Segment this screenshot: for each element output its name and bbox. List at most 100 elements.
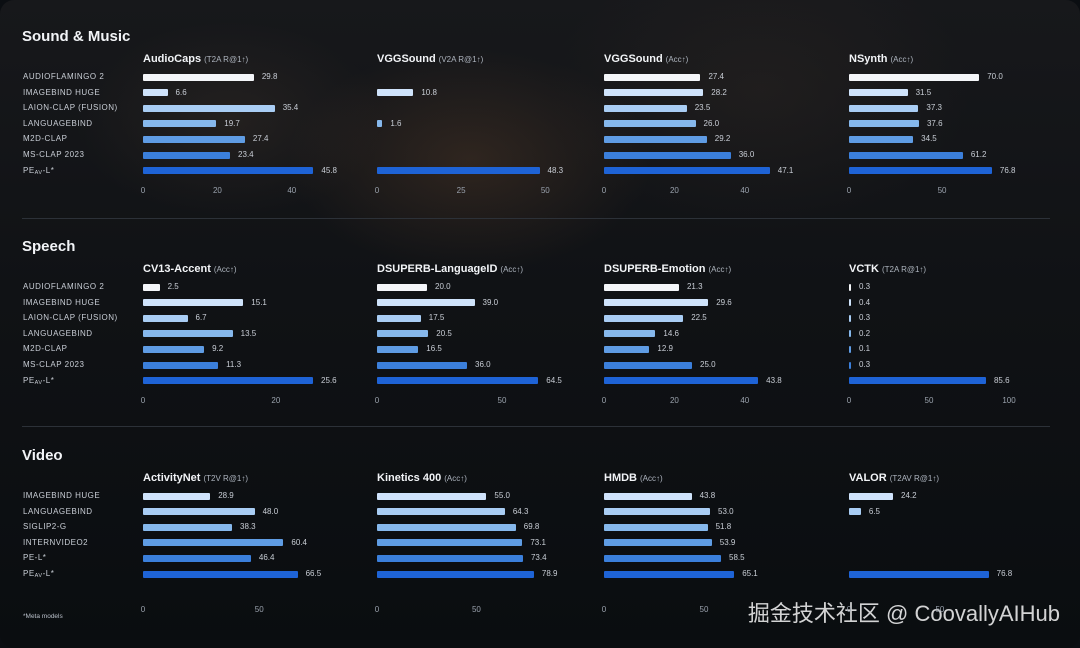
value-label: 25.0 <box>700 360 716 369</box>
row-label: M2D-CLAP <box>23 134 68 144</box>
value-label: 31.5 <box>915 87 932 97</box>
value-label: 76.8 <box>996 569 1013 578</box>
x-tick-label: 20 <box>669 396 679 405</box>
bar <box>143 283 160 291</box>
x-tick-label: 0 <box>846 186 852 195</box>
panel-metric: (Acc↑) <box>213 265 237 274</box>
row-label: LANGUAGEBIND <box>23 506 93 516</box>
row-label: INTERNVIDEO2 <box>23 537 89 547</box>
value-label: 58.5 <box>729 553 745 563</box>
bar <box>849 330 851 338</box>
bar <box>604 299 709 307</box>
bar <box>377 492 487 500</box>
value-label: 78.9 <box>541 569 558 578</box>
value-label: 27.4 <box>708 72 725 81</box>
value-label: 20.5 <box>436 328 452 338</box>
value-label: 29.6 <box>716 297 732 307</box>
bar <box>143 492 211 500</box>
x-tick-label: 50 <box>540 186 550 195</box>
row-label: IMAGEBIND HUGE <box>23 297 101 307</box>
row-label: IMAGEBIND HUGE <box>23 87 101 97</box>
row-label: PE-L* <box>23 553 47 563</box>
value-label: 10.8 <box>421 87 437 97</box>
bar <box>143 89 168 97</box>
bar <box>143 570 298 578</box>
x-tick-label: 0 <box>140 186 146 195</box>
bar <box>849 283 851 291</box>
panel-metric: (Acc↑) <box>665 55 689 64</box>
bar <box>143 554 251 562</box>
value-label: 64.3 <box>512 506 529 516</box>
bar <box>143 345 205 353</box>
bar <box>849 299 851 307</box>
bar <box>604 361 692 369</box>
panel-title: HMDB (Acc↑) <box>604 472 663 484</box>
bar <box>377 120 383 128</box>
panel-metric: (Acc↑) <box>890 55 914 64</box>
value-label: 46.4 <box>258 553 275 563</box>
value-label: 36.0 <box>475 360 491 369</box>
value-label: 66.5 <box>305 569 322 578</box>
bar <box>377 523 516 531</box>
panel-title: ActivityNet (T2V R@1↑) <box>143 472 249 484</box>
value-label: 2.5 <box>167 282 179 291</box>
value-label: 24.2 <box>901 491 917 500</box>
panel-metric: (T2V R@1↑) <box>203 474 249 483</box>
x-tick-label: 0 <box>374 605 380 614</box>
bar <box>143 104 275 112</box>
x-tick-label: 0 <box>374 186 380 195</box>
bar <box>377 377 539 385</box>
value-label: 64.5 <box>546 375 562 385</box>
bar <box>849 508 861 516</box>
x-tick-label: 40 <box>740 396 750 405</box>
bar <box>849 377 986 385</box>
value-label: 29.8 <box>261 72 278 81</box>
watermark: 掘金技术社区 @ CoovallyAIHub <box>747 601 1060 626</box>
bar <box>377 345 419 353</box>
bar <box>143 539 284 547</box>
value-label: 6.6 <box>175 87 187 97</box>
bar <box>377 314 421 322</box>
bar <box>604 73 701 81</box>
x-tick-label: 0 <box>140 396 146 405</box>
panel-title: DSUPERB-LanguageID (Acc↑) <box>377 263 524 275</box>
value-label: 11.3 <box>226 360 242 369</box>
x-tick-label: 50 <box>924 396 934 405</box>
value-label: 20.0 <box>435 282 451 291</box>
bar <box>604 167 770 175</box>
value-label: 36.0 <box>738 150 755 159</box>
bar <box>377 330 429 338</box>
row-label: MS-CLAP 2023 <box>23 360 85 369</box>
value-label: 25.6 <box>321 375 337 385</box>
bar <box>604 314 684 322</box>
panel-title: Kinetics 400 (Acc↑) <box>377 472 467 484</box>
panel-title: VGGSound (Acc↑) <box>604 53 689 65</box>
row-label: LAION-CLAP (FUSION) <box>23 103 118 113</box>
bar <box>849 73 980 81</box>
value-label: 37.3 <box>926 103 942 113</box>
x-tick-label: 0 <box>846 605 852 614</box>
value-label: 0.1 <box>859 344 871 354</box>
value-label: 29.2 <box>714 134 731 144</box>
x-tick-label: 0 <box>601 396 607 405</box>
row-label: LANGUAGEBIND <box>23 118 93 128</box>
bar <box>849 314 851 322</box>
bar <box>143 135 245 143</box>
bar <box>604 570 735 578</box>
x-tick-label: 50 <box>254 605 264 614</box>
panel-title: VALOR (T2AV R@1↑) <box>849 472 939 484</box>
bar <box>604 554 721 562</box>
section-title: Sound & Music <box>22 28 131 45</box>
row-label: SIGLIP2-G <box>23 522 67 532</box>
x-tick-label: 50 <box>935 605 945 614</box>
bar <box>143 330 233 338</box>
value-label: 69.8 <box>523 522 540 532</box>
x-tick-label: 100 <box>1002 396 1016 405</box>
value-label: 0.4 <box>859 297 871 307</box>
value-label: 85.6 <box>993 375 1010 385</box>
bar <box>377 554 523 562</box>
panel-metric: (Acc↑) <box>708 265 732 274</box>
value-label: 51.8 <box>715 522 732 532</box>
value-label: 48.0 <box>262 506 279 516</box>
panel-metric: (T2A R@1↑) <box>204 55 249 64</box>
